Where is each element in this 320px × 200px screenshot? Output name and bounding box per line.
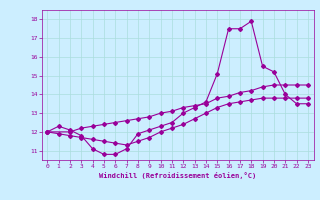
X-axis label: Windchill (Refroidissement éolien,°C): Windchill (Refroidissement éolien,°C) xyxy=(99,172,256,179)
